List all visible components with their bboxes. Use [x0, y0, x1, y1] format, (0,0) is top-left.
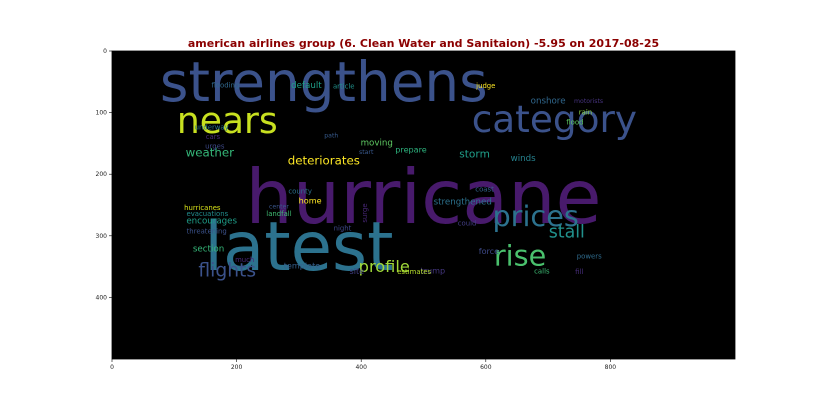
y-tick-label: 200: [96, 171, 108, 178]
word-deteriorates: deteriorates: [288, 154, 360, 168]
word-profile: profile: [359, 257, 410, 276]
x-tick-label: 0: [110, 364, 114, 371]
word-surge: surge: [361, 203, 369, 222]
word-strengthened: strengthened: [434, 198, 492, 208]
word-start: start: [359, 149, 374, 156]
word-trump: trump: [421, 265, 446, 275]
word-underway: underway: [195, 123, 229, 131]
word-threatening: threatening: [187, 227, 227, 235]
word-weather: weather: [186, 146, 234, 160]
word-calls: calls: [534, 268, 550, 276]
word-storm: storm: [459, 148, 490, 160]
x-tick-label: 400: [355, 364, 367, 371]
word-latest: latest: [204, 208, 393, 286]
word-county: county: [288, 187, 312, 195]
y-tick-label: 400: [96, 294, 108, 301]
x-tick-label: 800: [605, 364, 617, 371]
word-flood: flood: [566, 118, 583, 126]
y-tick-label: 0: [103, 48, 107, 55]
word-article: article: [333, 83, 355, 91]
y-axis: 0 100 200 300 400: [96, 48, 112, 301]
word-moving: moving: [361, 138, 393, 148]
word-category: category: [472, 97, 637, 141]
word-cars: cars: [206, 133, 221, 141]
word-encourages: encourages: [186, 217, 237, 227]
word-center: center: [269, 203, 289, 210]
word-strengthens: strengthens: [160, 50, 488, 114]
word-night: night: [334, 224, 352, 232]
word-winds: winds: [511, 154, 537, 164]
word-fill: fill: [575, 268, 583, 276]
word-prepare: prepare: [395, 145, 427, 155]
word-section: section: [193, 244, 224, 254]
word-flights: flights: [198, 260, 256, 281]
x-tick-label: 600: [480, 364, 492, 371]
word-layer: hurricane strengthens latest category nears p…: [160, 50, 637, 286]
word-prices: prices: [492, 199, 578, 233]
y-tick-label: 300: [96, 233, 108, 240]
word-site: site: [350, 266, 365, 276]
word-flooding: flooding: [211, 81, 239, 89]
word-landfall: landfall: [266, 210, 291, 218]
word-motorists: motorists: [574, 98, 603, 105]
y-tick-label: 100: [96, 110, 108, 117]
word-force: force: [479, 246, 499, 256]
word-rise: rise: [494, 239, 546, 273]
word-hurricane: hurricane: [245, 154, 601, 241]
word-urges: urges: [205, 142, 225, 150]
word-path: path: [324, 133, 338, 140]
word-much: much: [235, 256, 254, 264]
word-onshore: onshore: [531, 97, 566, 107]
word-nears: nears: [177, 100, 278, 142]
word-template: template: [284, 260, 321, 270]
word-coast: coast: [475, 186, 494, 194]
word-evacuations: evacuations: [186, 210, 228, 218]
word-could: could: [458, 219, 477, 227]
plot-frame: [111, 50, 736, 360]
word-default: default: [291, 81, 322, 91]
word-hurricanes: hurricanes: [184, 204, 221, 212]
word-home: home: [299, 196, 322, 206]
x-tick-label: 200: [231, 364, 243, 371]
plot-area: [112, 51, 735, 359]
word-estimates: estimates: [397, 268, 431, 276]
word-rain: rain: [579, 109, 592, 117]
word-judge: judge: [475, 82, 495, 90]
chart-title: american airlines group (6. Clean Water …: [188, 37, 659, 50]
word-stall: stall: [549, 223, 585, 243]
x-axis: 0 200 400 600 800: [110, 359, 616, 371]
word-powers: powers: [577, 253, 602, 261]
